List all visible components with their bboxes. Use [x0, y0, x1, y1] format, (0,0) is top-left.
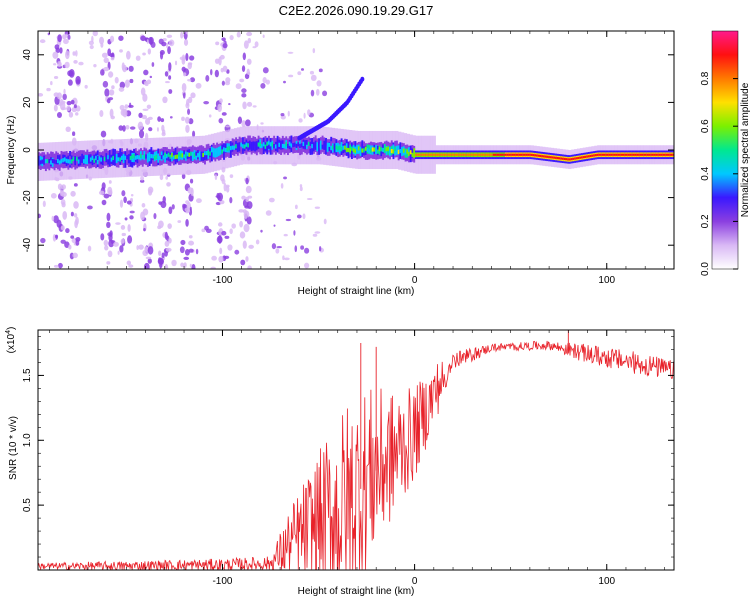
snr-y-axis: 0.5 1.0 1.5 [22, 336, 674, 558]
spectrogram-y-axis: -40 -20 0 20 40 [22, 49, 674, 253]
snr-y-tick-label: 0.5 [22, 498, 33, 512]
spectrogram-y-tick-label: 20 [22, 96, 33, 108]
spectrogram-x-label: Height of straight line (km) [298, 286, 415, 297]
spectrogram-ridge [38, 135, 674, 172]
snr-y-tick-label: 1.5 [22, 368, 33, 382]
spectrogram-x-tick-label: -100 [212, 275, 232, 286]
spectrogram-x-tick-label: 100 [598, 275, 615, 286]
colorbar-tick-label: 0.0 [700, 262, 711, 276]
spectrogram-y-tick-label: -40 [22, 238, 33, 253]
snr-x-axis: -100 0 100 [49, 330, 665, 587]
snr-x-tick-label: 100 [598, 576, 615, 587]
snr-x-tick-label: -100 [212, 576, 232, 587]
snr-series-line [38, 340, 674, 570]
snr-x-label: Height of straight line (km) [298, 586, 415, 597]
colorbar-tick-label: 0.2 [700, 214, 711, 228]
colorbar-tick-label: 0.4 [700, 166, 711, 180]
colorbar-tick-label: 0.8 [700, 71, 711, 85]
snr-frame [37, 329, 675, 571]
spectrogram-y-label: Frequency (Hz) [6, 116, 17, 185]
spectrogram-y-tick-label: -20 [22, 190, 33, 205]
colorbar-tick-label: 0.6 [700, 119, 711, 133]
snr-scale-note: (x104) [5, 327, 17, 354]
snr-y-label: SNR (10 * v/v) [8, 416, 19, 480]
spectrogram-y-tick-label: 0 [22, 147, 33, 153]
spectrogram-x-tick-label: 0 [412, 275, 418, 286]
snr-x-tick-label: 0 [412, 576, 418, 587]
snr-plot-area [38, 330, 674, 570]
colorbar-label: Normalized spectral amplitude [740, 82, 750, 217]
snr-y-tick-label: 1.0 [22, 433, 33, 447]
figure-title: C2E2.2026.090.19.29.G17 [279, 3, 434, 18]
colorbar [711, 30, 739, 270]
colorbar-axis: 0.0 0.2 0.4 0.6 0.8 [700, 71, 738, 276]
spectrogram-branch [297, 76, 365, 141]
spectrogram-y-tick-label: 40 [22, 49, 33, 61]
spectrogram-x-axis: -100 0 100 [49, 31, 665, 286]
spectrogram-area [38, 31, 674, 269]
